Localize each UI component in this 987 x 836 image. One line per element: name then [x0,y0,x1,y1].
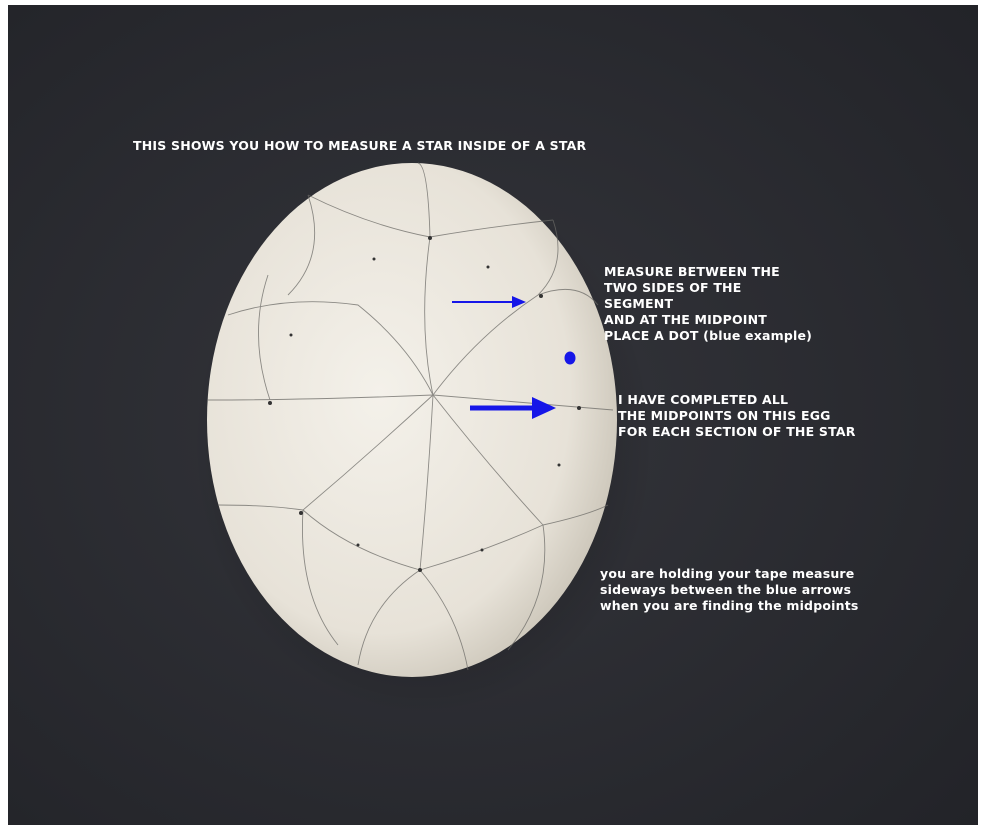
blue-dot [565,352,576,365]
note-line: MEASURE BETWEEN THE [604,264,812,280]
note-line: when you are finding the midpoints [600,598,859,614]
note-line: FOR EACH SECTION OF THE STAR [618,424,856,440]
note-line: TWO SIDES OF THE [604,280,812,296]
note-line: AND AT THE MIDPOINT [604,312,812,328]
note-line: PLACE A DOT (blue example) [604,328,812,344]
note-line: I HAVE COMPLETED ALL [618,392,856,408]
note-line: sideways between the blue arrows [600,582,859,598]
egg [207,163,617,677]
note-line: you are holding your tape measure [600,566,859,582]
page: {"annotations": { "title": "THIS SHOWS Y… [0,0,987,836]
title: THIS SHOWS YOU HOW TO MEASURE A STAR INS… [133,138,586,154]
note-line: THE MIDPOINTS ON THIS EGG [618,408,856,424]
note-line: SEGMENT [604,296,812,312]
